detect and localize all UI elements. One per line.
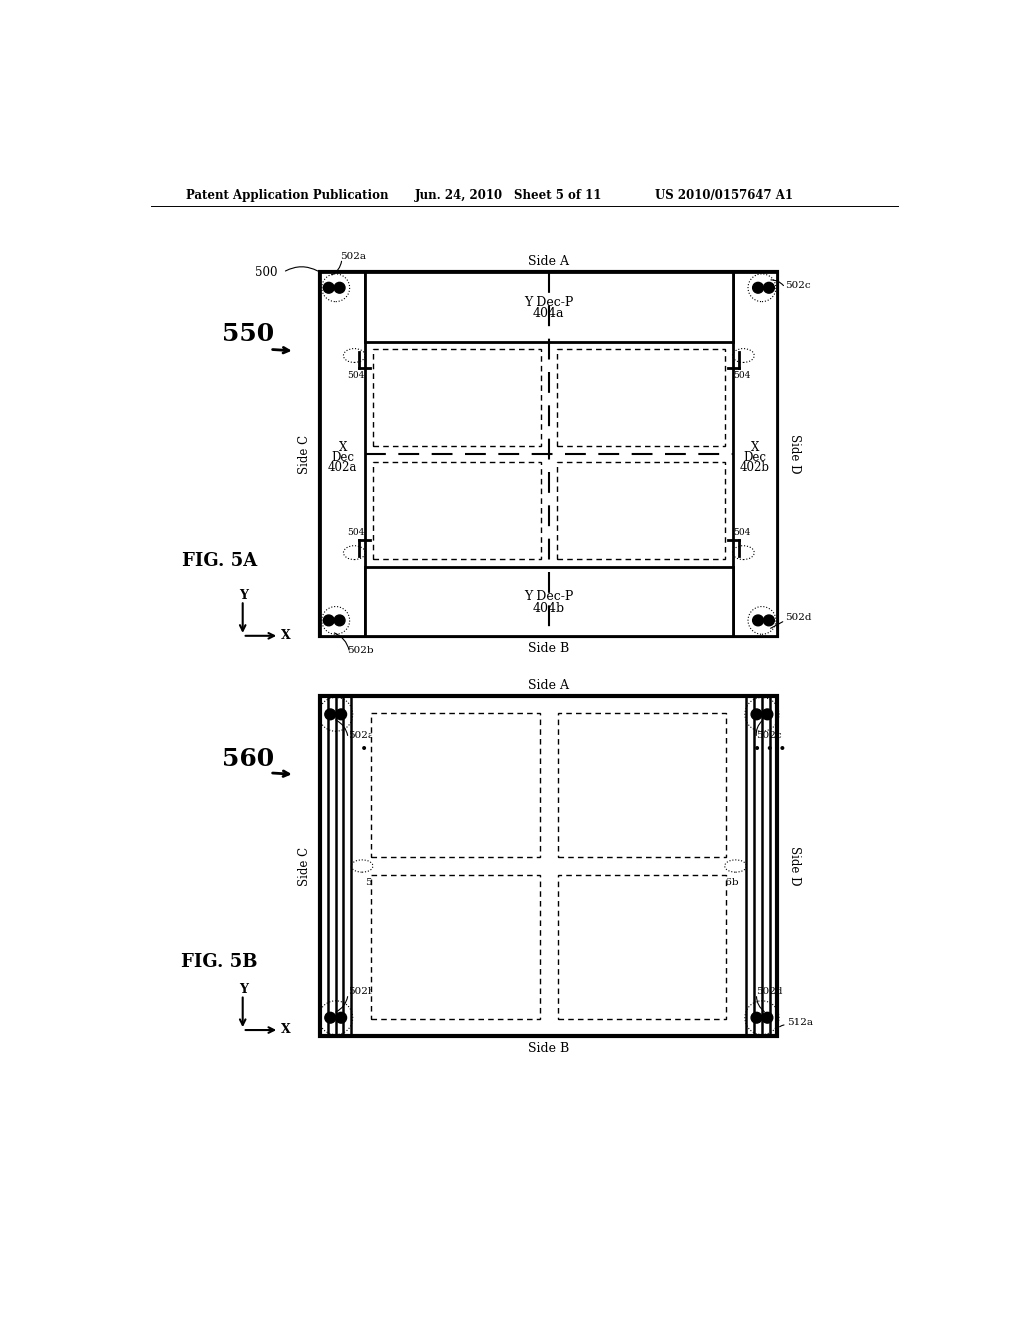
Text: 502a: 502a: [340, 252, 366, 260]
Bar: [366, 566, 732, 636]
Circle shape: [751, 1012, 762, 1023]
Text: Y Dec-P: Y Dec-P: [524, 590, 573, 603]
Text: Y Dec-P: Y Dec-P: [617, 500, 664, 513]
Text: Y Dec-P: Y Dec-P: [524, 296, 573, 309]
Text: 550: 550: [222, 322, 274, 346]
Text: Y Dec-P: Y Dec-P: [618, 937, 666, 950]
Text: Y Dec-P: Y Dec-P: [618, 775, 666, 788]
Text: 502a: 502a: [348, 731, 374, 741]
Circle shape: [325, 1012, 336, 1023]
Text: 406d: 406d: [626, 511, 655, 524]
Text: 406c: 406c: [626, 399, 655, 412]
Bar: [321, 272, 777, 636]
Bar: [366, 272, 732, 342]
Bar: [321, 272, 366, 636]
Text: FIG. 5B: FIG. 5B: [181, 953, 258, 972]
Text: 504: 504: [733, 371, 751, 380]
Text: • • •: • • •: [360, 743, 394, 756]
Circle shape: [334, 615, 345, 626]
Text: Side A: Side A: [528, 678, 569, 692]
Text: 402a: 402a: [328, 462, 357, 474]
Text: 502b: 502b: [348, 987, 375, 995]
Text: 502c: 502c: [757, 731, 782, 741]
Circle shape: [762, 1012, 773, 1023]
Text: 506b: 506b: [713, 879, 739, 887]
Text: 406d: 406d: [628, 948, 657, 961]
Text: 404b: 404b: [532, 602, 565, 615]
Text: • • •: • • •: [753, 743, 786, 756]
Text: 502d: 502d: [757, 987, 783, 995]
Bar: [557, 350, 725, 446]
Circle shape: [334, 282, 345, 293]
Circle shape: [336, 709, 346, 719]
Text: Side B: Side B: [528, 642, 569, 655]
Text: 406a: 406a: [442, 399, 472, 412]
Text: FIG. 5A: FIG. 5A: [182, 553, 257, 570]
Circle shape: [762, 709, 773, 719]
Text: 502b: 502b: [347, 645, 374, 655]
Text: Side D: Side D: [788, 434, 801, 474]
Text: 502c: 502c: [785, 281, 811, 290]
Text: Y Dec-P: Y Dec-P: [432, 775, 478, 788]
Text: Jun. 24, 2010: Jun. 24, 2010: [415, 189, 503, 202]
Bar: [558, 713, 726, 857]
Text: 406c: 406c: [628, 785, 656, 799]
Bar: [372, 713, 540, 857]
Circle shape: [325, 709, 336, 719]
Circle shape: [336, 1012, 346, 1023]
Text: 404a: 404a: [534, 308, 564, 321]
Text: Y Dec-P: Y Dec-P: [432, 937, 478, 950]
Text: X: X: [281, 628, 291, 642]
Text: 504: 504: [733, 528, 751, 537]
Circle shape: [324, 615, 334, 626]
Text: Y Dec-P: Y Dec-P: [434, 388, 480, 400]
Bar: [373, 350, 541, 446]
Text: 500: 500: [255, 265, 278, 279]
Text: Sheet 5 of 11: Sheet 5 of 11: [514, 189, 601, 202]
Bar: [558, 875, 726, 1019]
Text: 402b: 402b: [740, 462, 770, 474]
Text: Y: Y: [239, 983, 248, 997]
Text: 406b: 406b: [442, 511, 472, 524]
Circle shape: [751, 709, 762, 719]
Circle shape: [764, 282, 774, 293]
Text: 406b: 406b: [440, 948, 470, 961]
Text: Side C: Side C: [298, 846, 311, 886]
Bar: [732, 272, 777, 636]
Text: Side A: Side A: [528, 255, 569, 268]
Text: 406a: 406a: [440, 785, 470, 799]
Text: Side C: Side C: [298, 434, 311, 474]
Bar: [373, 462, 541, 558]
Text: Dec: Dec: [331, 451, 354, 465]
Text: 504: 504: [347, 371, 365, 380]
Text: 502d: 502d: [785, 614, 812, 623]
Text: Side B: Side B: [528, 1041, 569, 1055]
Bar: [557, 462, 725, 558]
Text: 512a: 512a: [786, 1018, 813, 1027]
Text: X: X: [281, 1023, 291, 1036]
Text: X: X: [751, 441, 759, 454]
Text: 506a: 506a: [366, 879, 391, 887]
Text: US 2010/0157647 A1: US 2010/0157647 A1: [655, 189, 793, 202]
Text: Y Dec-P: Y Dec-P: [434, 500, 480, 513]
Circle shape: [764, 615, 774, 626]
Text: 560: 560: [222, 747, 274, 771]
Text: Y: Y: [239, 589, 248, 602]
Bar: [321, 696, 777, 1036]
Circle shape: [753, 615, 764, 626]
Circle shape: [753, 282, 764, 293]
Text: Y Dec-P: Y Dec-P: [617, 388, 664, 400]
Text: Patent Application Publication: Patent Application Publication: [186, 189, 389, 202]
Text: 504: 504: [347, 528, 365, 537]
Text: Side D: Side D: [788, 846, 801, 886]
Bar: [372, 875, 540, 1019]
Text: Dec: Dec: [743, 451, 767, 465]
Circle shape: [324, 282, 334, 293]
Text: X: X: [339, 441, 347, 454]
